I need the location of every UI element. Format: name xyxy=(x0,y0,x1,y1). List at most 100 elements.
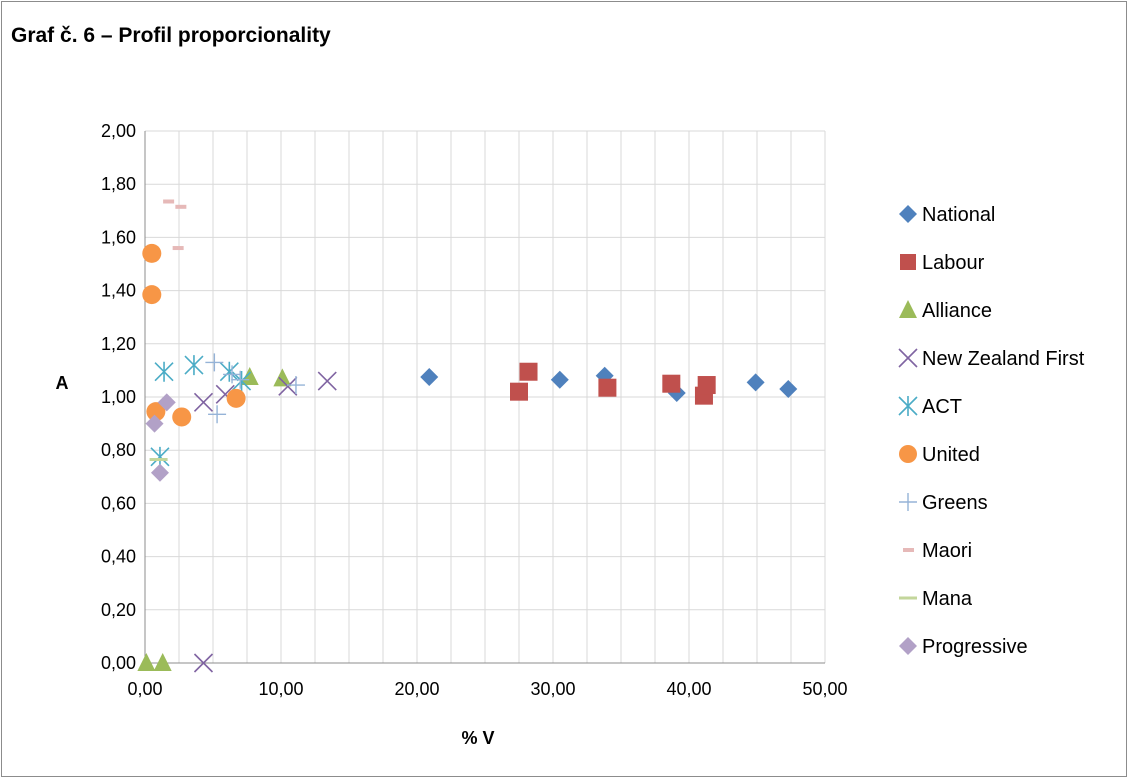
series-new-zealand-first xyxy=(193,371,337,673)
legend-item: New Zealand First xyxy=(898,348,1085,370)
legend-label: ACT xyxy=(922,396,962,418)
legend-marker xyxy=(899,205,917,223)
legend-label: Progressive xyxy=(922,636,1028,658)
data-point xyxy=(697,376,716,395)
data-point xyxy=(193,653,214,673)
legend-marker xyxy=(899,300,917,318)
y-tick-label: 2,00 xyxy=(101,121,136,141)
data-point xyxy=(205,353,224,372)
y-axis-label: A xyxy=(56,373,69,393)
legend-marker xyxy=(903,548,914,552)
data-point xyxy=(193,392,214,412)
legend-label: Labour xyxy=(922,252,985,274)
data-point xyxy=(142,243,162,263)
data-point xyxy=(286,376,305,395)
legend-label: Greens xyxy=(922,492,988,514)
data-point xyxy=(662,374,681,393)
series-maori xyxy=(163,199,187,251)
series-labour xyxy=(510,362,716,405)
data-point xyxy=(226,388,246,408)
data-point xyxy=(231,370,250,389)
grid-lines xyxy=(144,130,826,664)
series-greens xyxy=(205,353,305,424)
legend-label: Alliance xyxy=(922,300,992,322)
y-tick-label: 1,80 xyxy=(101,174,136,194)
data-point xyxy=(278,376,298,396)
data-point xyxy=(172,407,192,427)
data-point xyxy=(142,285,162,305)
x-axis-label: % V xyxy=(461,728,494,748)
data-point xyxy=(172,246,184,251)
y-tick-label: 1,40 xyxy=(101,281,136,301)
data-point xyxy=(175,204,187,209)
data-point xyxy=(157,393,176,412)
legend-marker xyxy=(900,254,916,270)
data-point xyxy=(746,373,765,392)
y-tick-label: 1,60 xyxy=(101,227,136,247)
legend-item: Maori xyxy=(903,540,972,562)
legend-item: ACT xyxy=(898,396,962,418)
legend-label: Maori xyxy=(922,540,972,562)
legend-label: National xyxy=(922,204,995,226)
y-tick-label: 0,60 xyxy=(101,493,136,513)
legend-marker xyxy=(899,596,917,600)
x-tick-label: 0,00 xyxy=(127,679,162,699)
x-tick-label: 50,00 xyxy=(802,679,847,699)
legend-item: National xyxy=(899,204,995,226)
data-point xyxy=(219,361,239,382)
series-alliance xyxy=(137,367,292,671)
legend-marker xyxy=(899,637,917,655)
series-act xyxy=(150,355,252,467)
legend-label: United xyxy=(922,444,980,466)
data-point xyxy=(150,463,169,482)
data-point xyxy=(184,355,204,376)
series-united xyxy=(142,243,246,427)
legend-marker xyxy=(899,493,917,511)
x-tick-label: 20,00 xyxy=(394,679,439,699)
y-tick-label: 0,20 xyxy=(101,600,136,620)
data-point xyxy=(519,362,538,381)
series-progressive xyxy=(145,393,176,482)
legend-marker xyxy=(898,348,918,368)
legend-marker xyxy=(899,445,917,463)
data-point xyxy=(598,378,617,397)
legend-label: Mana xyxy=(922,588,973,610)
data-point xyxy=(273,368,292,387)
data-point xyxy=(208,405,227,424)
data-points xyxy=(137,199,798,673)
data-point xyxy=(779,380,798,399)
data-point xyxy=(149,458,168,462)
legend-item: Greens xyxy=(899,492,988,514)
series-mana xyxy=(149,458,168,462)
y-tick-label: 0,40 xyxy=(101,547,136,567)
data-point xyxy=(150,446,170,467)
data-point xyxy=(137,653,156,671)
data-point xyxy=(154,361,174,382)
data-point xyxy=(153,653,172,671)
legend-item: Alliance xyxy=(899,300,992,322)
legend-item: Labour xyxy=(900,252,985,274)
y-tick-label: 1,20 xyxy=(101,334,136,354)
x-tick-label: 10,00 xyxy=(258,679,303,699)
data-point xyxy=(163,199,175,204)
data-point xyxy=(510,382,528,401)
y-tick-label: 0,80 xyxy=(101,440,136,460)
x-tick-label: 40,00 xyxy=(666,679,711,699)
y-tick-label: 0,00 xyxy=(101,653,136,673)
data-point xyxy=(420,368,439,387)
data-point xyxy=(317,371,337,391)
legend-marker xyxy=(898,396,918,416)
chart-title: Graf č. 6 – Profil proporcionality xyxy=(11,24,331,47)
data-point xyxy=(240,367,259,386)
legend: National Labour Alliance New Zealand First A… xyxy=(898,204,1085,658)
data-point xyxy=(146,402,166,422)
x-tick-label: 30,00 xyxy=(530,679,575,699)
data-point xyxy=(550,370,569,389)
y-tick-label: 1,00 xyxy=(101,387,136,407)
legend-item: Mana xyxy=(899,588,973,610)
legend-label: New Zealand First xyxy=(922,348,1085,370)
data-point xyxy=(145,414,164,433)
y-axis-tick-labels: 0,00 0,20 0,40 0,60 0,80 1,00 1,20 1,40 1,60 1,80… xyxy=(101,121,136,673)
